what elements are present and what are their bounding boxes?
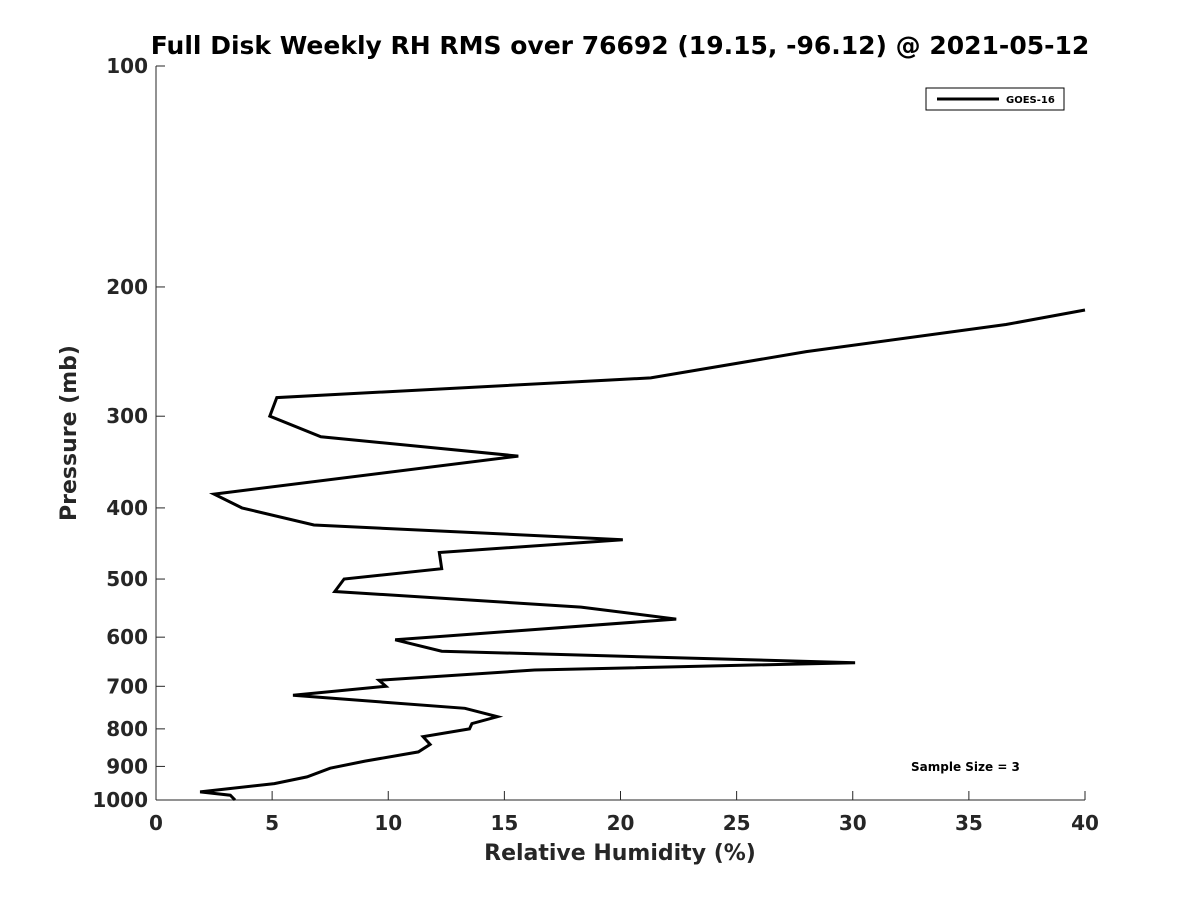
x-tick-label: 15 xyxy=(490,811,518,835)
y-tick-label: 500 xyxy=(106,567,148,591)
y-tick-label: 700 xyxy=(106,674,148,698)
y-tick-label: 600 xyxy=(106,625,148,649)
y-tick-label: 200 xyxy=(106,275,148,299)
y-tick-label: 300 xyxy=(106,404,148,428)
y-tick-label: 900 xyxy=(106,754,148,778)
y-tick-label: 400 xyxy=(106,496,148,520)
legend-entry-goes-16: GOES-16 xyxy=(1006,95,1055,106)
y-tick-label: 100 xyxy=(106,54,148,78)
x-tick-label: 5 xyxy=(265,811,279,835)
y-axis-label: Pressure (mb) xyxy=(57,345,82,521)
x-tick-label: 0 xyxy=(149,811,163,835)
x-tick-label: 35 xyxy=(955,811,983,835)
x-tick-label: 40 xyxy=(1071,811,1099,835)
sample-size-annotation: Sample Size = 3 xyxy=(911,760,1020,774)
y-tick-label: 800 xyxy=(106,717,148,741)
x-axis-label: Relative Humidity (%) xyxy=(484,841,756,866)
x-tick-label: 30 xyxy=(839,811,867,835)
data-series xyxy=(199,308,1086,802)
axes xyxy=(155,66,1085,801)
y-axis-ticks: 100 200 300 400 500 600 700 800 900 1000 xyxy=(92,54,165,812)
x-tick-label: 10 xyxy=(374,811,402,835)
series-line-goes-16 xyxy=(199,308,1086,802)
legend: GOES-16 xyxy=(925,87,1065,111)
x-tick-label: 20 xyxy=(607,811,635,835)
x-axis-ticks: 0 5 10 15 20 25 30 35 40 xyxy=(149,791,1099,835)
chart-title: Full Disk Weekly RH RMS over 76692 (19.1… xyxy=(151,31,1090,60)
y-tick-label: 1000 xyxy=(92,788,148,812)
x-tick-label: 25 xyxy=(723,811,751,835)
